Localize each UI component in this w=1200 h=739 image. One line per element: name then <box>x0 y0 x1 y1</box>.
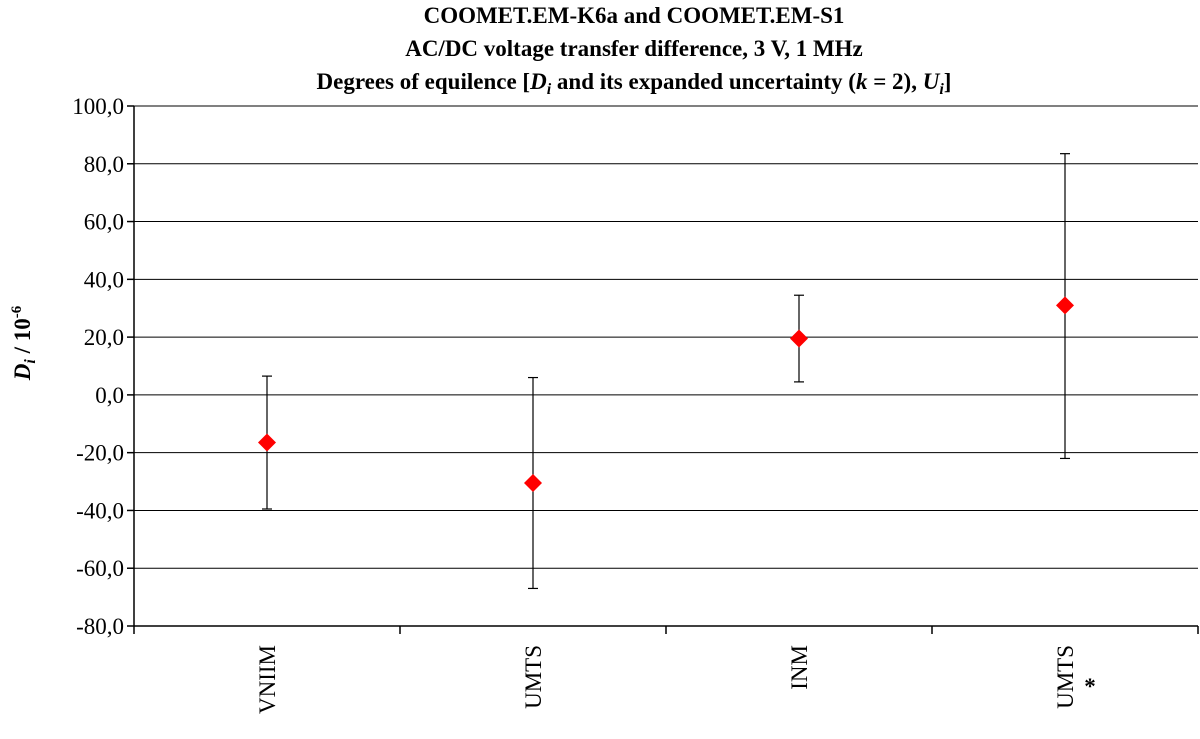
title-line-3-mid: and its expanded uncertainty ( <box>551 69 856 94</box>
category-mark: * <box>1084 674 1096 699</box>
y-tick-label: -20,0 <box>76 441 124 466</box>
y-tick-label: -60,0 <box>76 556 124 581</box>
category-label: INM <box>787 645 812 690</box>
category-labels: VNIIM UMTS INM UMTS * <box>255 645 1096 714</box>
y-label-sup: -6 <box>9 305 25 318</box>
title-di-sub: i <box>547 81 552 98</box>
y-tick-labels: -80,0 -60,0 -40,0 -20,0 0,0 20,0 40,0 60,0 80,0 1… <box>72 94 134 639</box>
data-point <box>524 474 542 492</box>
title-ui-sub: i <box>939 81 944 98</box>
x-tick-marks <box>133 626 1199 634</box>
y-axis-label: Di / 10-6 <box>9 305 39 381</box>
y-label-d: D <box>10 363 35 381</box>
title-ui: U <box>923 69 941 94</box>
data-point <box>790 329 808 348</box>
title-k-eq: = 2), <box>867 69 922 94</box>
data-points <box>258 296 1074 492</box>
axes <box>133 106 1198 627</box>
y-tick-label: 100,0 <box>72 94 124 119</box>
chart-title: COOMET.EM-K6a and COOMET.EM-S1 AC/DC vol… <box>317 3 952 98</box>
y-tick-label: 80,0 <box>84 152 124 177</box>
y-tick-label: 20,0 <box>84 325 124 350</box>
category-label: UMTS <box>1053 645 1078 709</box>
title-line-3-suffix: ] <box>944 69 952 94</box>
y-tick-label: -80,0 <box>76 614 124 639</box>
title-line-3: Degrees of equilence [Di and its expande… <box>317 69 952 98</box>
y-label-mid: / 10 <box>10 318 35 359</box>
grid-lines <box>134 105 1198 569</box>
title-di: D <box>529 69 547 94</box>
error-bars <box>262 153 1070 590</box>
y-tick-label: 60,0 <box>84 210 124 235</box>
title-line-1: COOMET.EM-K6a and COOMET.EM-S1 <box>424 3 845 28</box>
y-tick-label: 40,0 <box>84 267 124 292</box>
title-line-3-prefix: Degrees of equilence [ <box>317 69 531 94</box>
title-k: k <box>856 69 868 94</box>
data-point <box>258 433 276 452</box>
title-line-2: AC/DC voltage transfer difference, 3 V, … <box>405 36 863 61</box>
category-label: VNIIM <box>255 645 280 714</box>
y-label-sub: i <box>22 359 39 364</box>
y-tick-label: -40,0 <box>76 498 124 523</box>
y-tick-label: 0,0 <box>95 383 124 408</box>
data-point <box>1056 296 1074 315</box>
category-label: UMTS <box>521 645 546 709</box>
